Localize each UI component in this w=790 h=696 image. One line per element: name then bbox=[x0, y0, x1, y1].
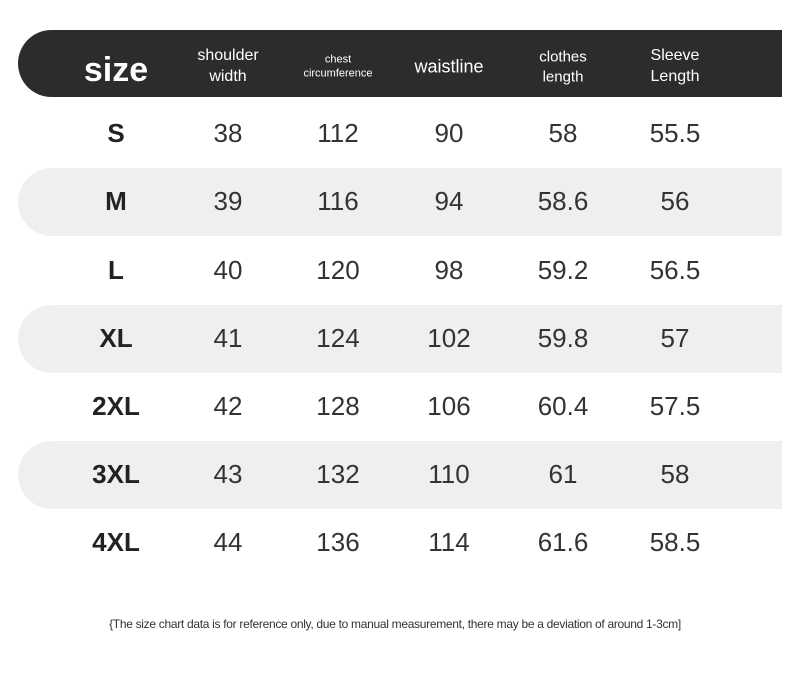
row-band bbox=[18, 441, 782, 510]
table-cell: 132 bbox=[316, 459, 360, 490]
table-cell: 38 bbox=[213, 118, 243, 149]
header-cell: clothes length bbox=[539, 48, 587, 86]
header-cell: Sleeve Length bbox=[650, 47, 700, 85]
table-cell: 98 bbox=[434, 254, 464, 285]
row-band bbox=[18, 168, 782, 237]
table-cell: 56.5 bbox=[649, 254, 701, 285]
header-cell: waistline bbox=[414, 56, 484, 77]
table-cell: 124 bbox=[316, 322, 360, 353]
table-cell: 58.6 bbox=[537, 186, 589, 217]
row-band bbox=[18, 304, 782, 373]
table-cell: 59.8 bbox=[537, 322, 589, 353]
table-cell: 110 bbox=[428, 459, 470, 490]
size-label: S bbox=[107, 118, 125, 149]
table-cell: 42 bbox=[213, 390, 243, 421]
table-cell: 128 bbox=[316, 390, 360, 421]
header-bar bbox=[18, 30, 782, 97]
footnote: {The size chart data is for reference on… bbox=[109, 617, 681, 631]
table-cell: 57 bbox=[660, 322, 690, 353]
table-cell: 43 bbox=[213, 459, 243, 490]
table-cell: 106 bbox=[427, 390, 471, 421]
table-cell: 55.5 bbox=[649, 118, 701, 149]
header-cell: chest circumference bbox=[303, 53, 373, 80]
table-cell: 136 bbox=[316, 527, 360, 558]
header-cell: size bbox=[83, 50, 149, 89]
table-cell: 44 bbox=[213, 527, 243, 558]
table-cell: 90 bbox=[434, 118, 464, 149]
table-cell: 94 bbox=[434, 186, 464, 217]
table-cell: 102 bbox=[427, 322, 471, 353]
table-cell: 57.5 bbox=[649, 390, 701, 421]
table-cell: 56 bbox=[660, 186, 690, 217]
size-label: 4XL bbox=[92, 527, 140, 558]
size-label: XL bbox=[99, 322, 133, 353]
table-cell: 58.5 bbox=[649, 527, 701, 558]
table-cell: 40 bbox=[213, 254, 243, 285]
size-label: 3XL bbox=[92, 459, 140, 490]
table-cell: 58 bbox=[548, 118, 578, 149]
table-cell: 61 bbox=[548, 459, 578, 490]
size-label: L bbox=[108, 254, 124, 285]
table-cell: 60.4 bbox=[537, 390, 589, 421]
size-label: 2XL bbox=[92, 390, 140, 421]
table-cell: 61.6 bbox=[537, 527, 589, 558]
table-cell: 59.2 bbox=[537, 254, 589, 285]
table-cell: 120 bbox=[316, 254, 360, 285]
table-cell: 41 bbox=[213, 322, 243, 353]
table-cell: 58 bbox=[660, 459, 690, 490]
size-label: M bbox=[105, 186, 127, 217]
table-cell: 116 bbox=[317, 186, 359, 217]
table-cell: 112 bbox=[317, 118, 359, 149]
table-cell: 114 bbox=[428, 527, 470, 558]
table-cell: 39 bbox=[213, 186, 243, 217]
header-cell: shoulder width bbox=[197, 47, 259, 85]
